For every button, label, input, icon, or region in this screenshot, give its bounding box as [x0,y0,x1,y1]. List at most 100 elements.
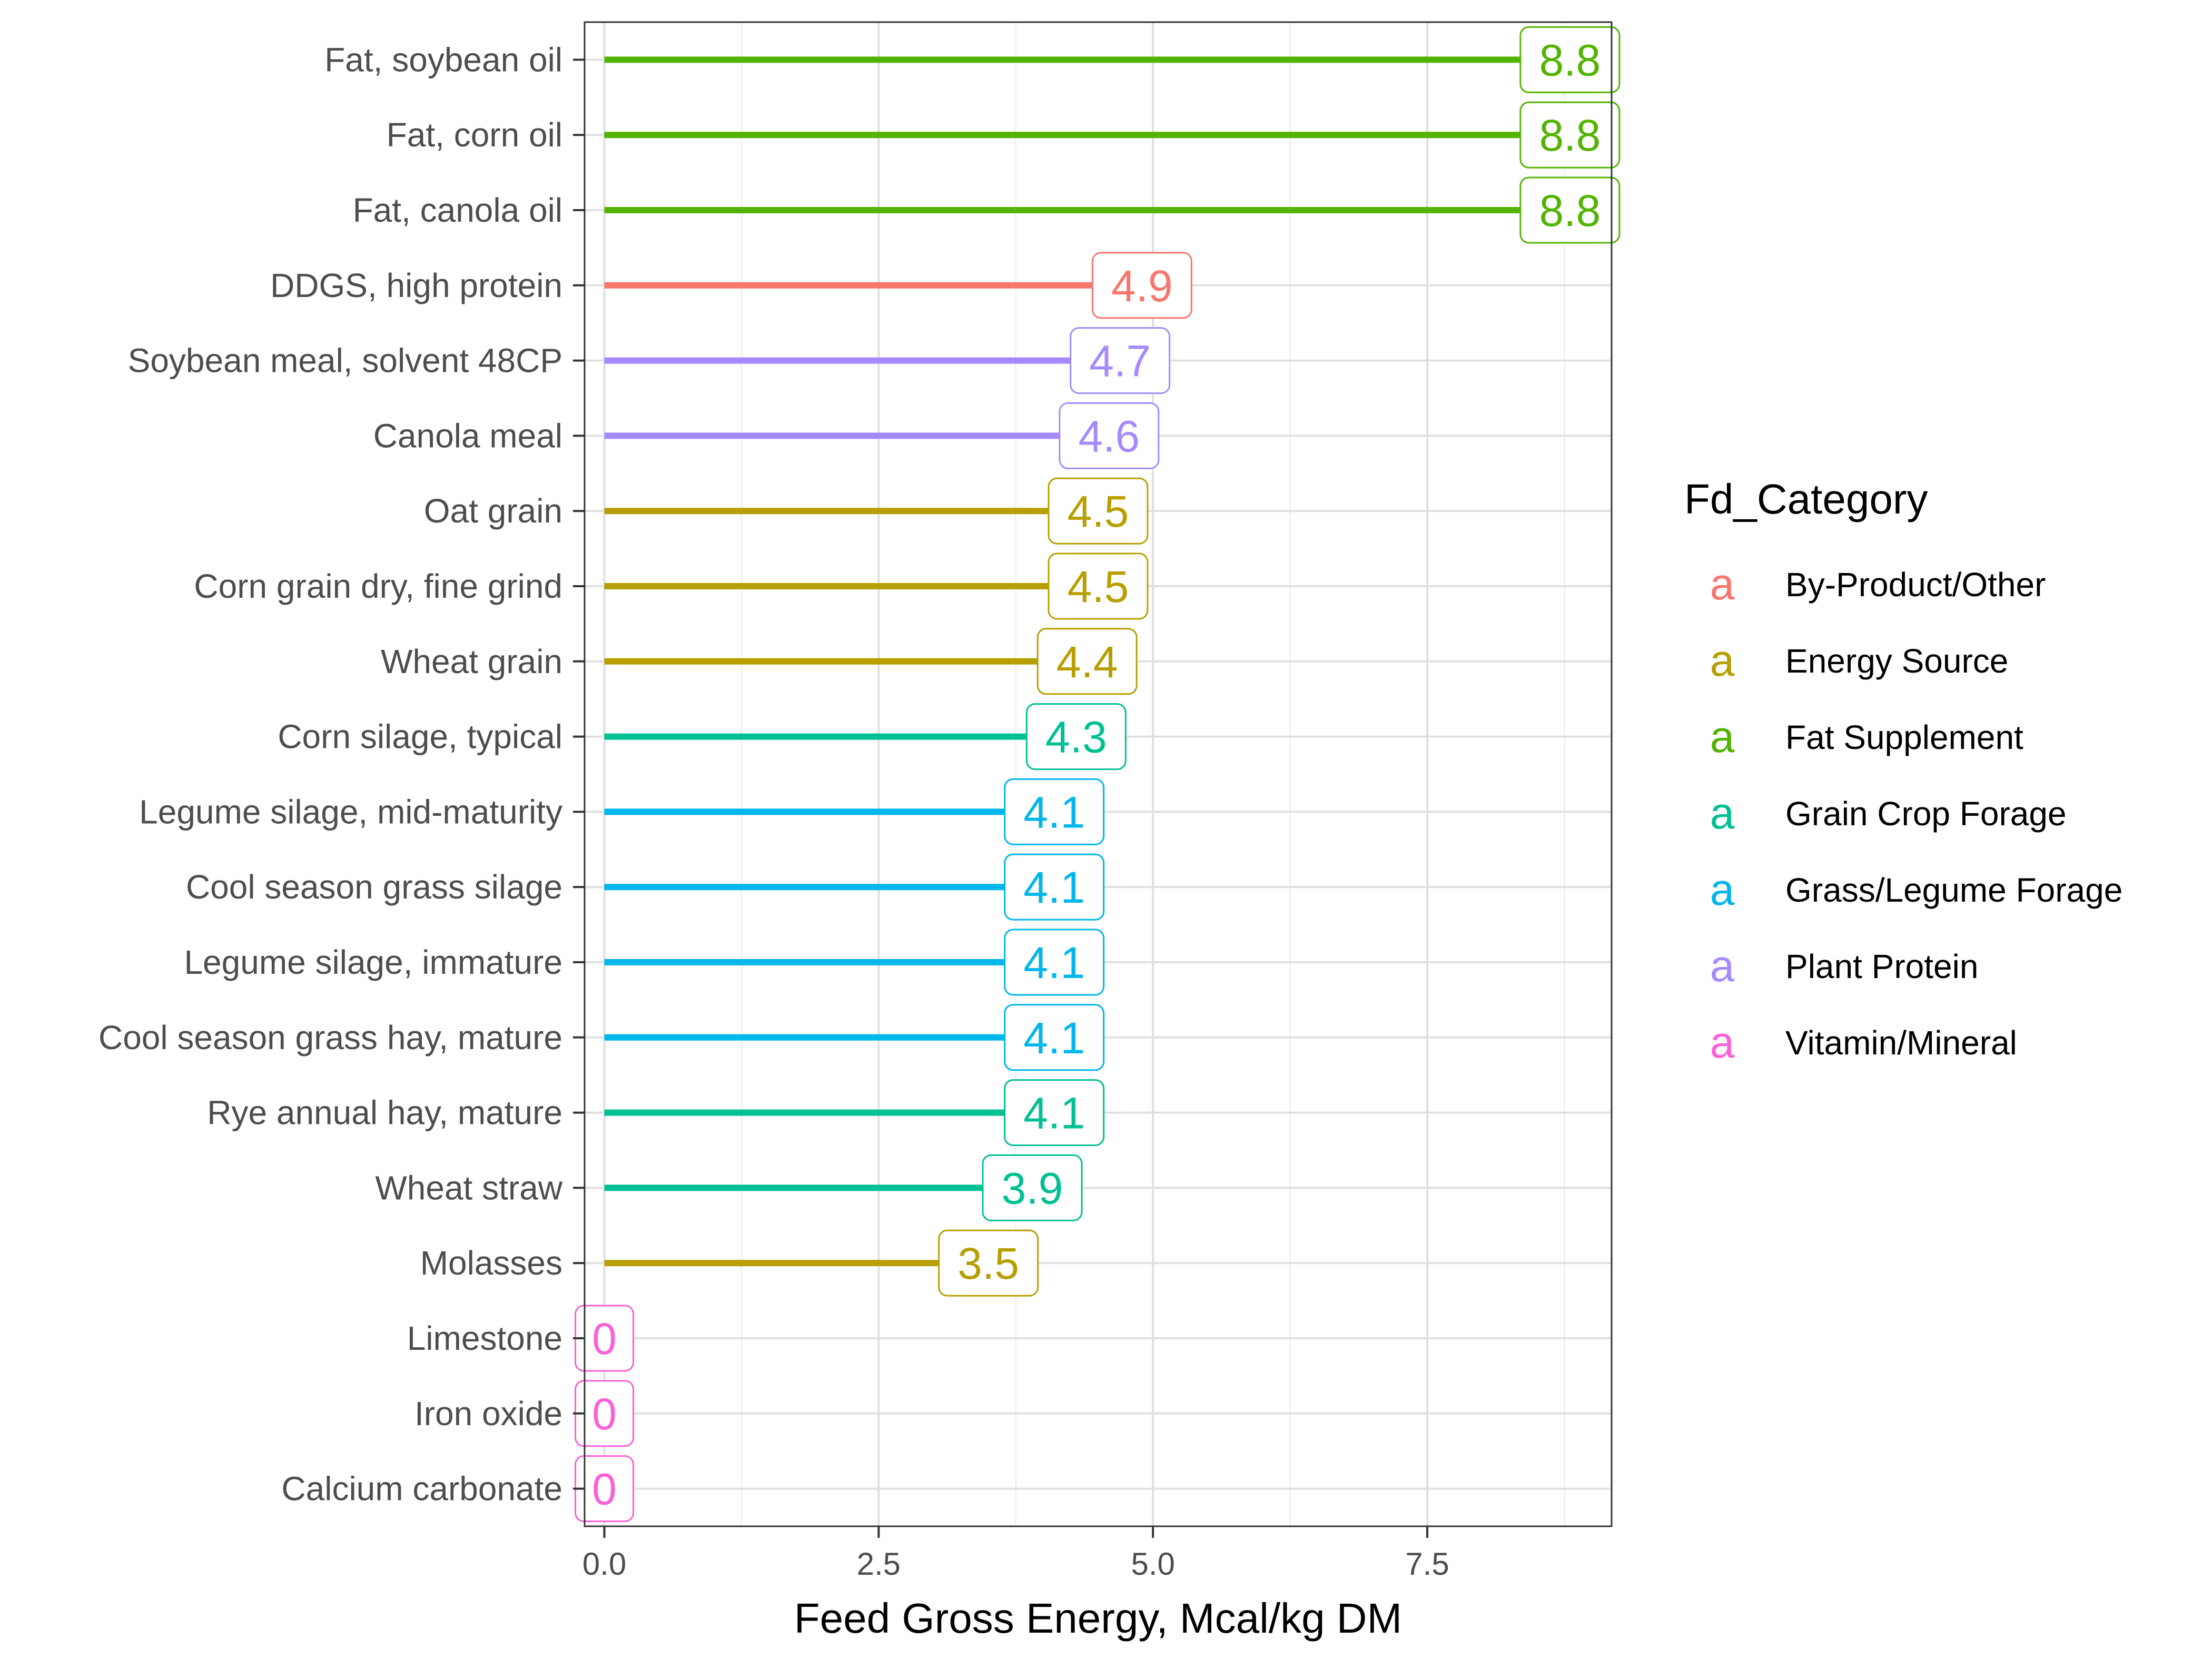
value-label-text: 4.5 [1068,562,1129,611]
value-label: 4.5 [1048,552,1149,620]
value-label-text: 4.7 [1089,337,1151,386]
legend-key-glyph: a [1710,941,1735,991]
value-label: 4.7 [1070,327,1171,394]
value-label-box [1004,778,1105,845]
value-label: 8.8 [1519,101,1621,169]
value-label-box [1519,26,1621,93]
value-label-text: 4.5 [1068,487,1129,536]
legend-key-glyph: a [1710,865,1735,914]
value-label-text: 8.8 [1539,35,1601,85]
grid-lines [585,22,1612,1526]
legend-key-glyph: a [1710,559,1735,609]
value-label-text: 3.5 [957,1239,1019,1288]
value-label: 4.1 [1004,929,1105,996]
value-label-text: 0 [592,1314,617,1364]
value-label: 8.8 [1519,176,1621,244]
value-label-text: 0 [592,1389,617,1439]
y-tick-label: Cool season grass silage [186,868,562,906]
y-tick-label: Rye annual hay, mature [207,1094,562,1132]
value-label: 0 [575,1305,634,1372]
value-label-box [1004,853,1105,921]
value-label-box [1025,703,1127,771]
y-axis: Fat, soybean oil Fat, corn oil Fat, canola… [98,41,585,1508]
value-label-text: 4.1 [1023,1013,1085,1063]
value-label-box [1004,1079,1105,1147]
legend-entry-label: Plant Protein [1785,947,1978,985]
value-label-box [1004,929,1105,996]
value-label: 8.8 [1519,26,1621,93]
y-tick-label: Fat, soybean oil [324,41,562,78]
y-tick-label: Fat, corn oil [387,116,562,154]
x-tick-label: 2.5 [857,1546,901,1582]
value-label: 4.6 [1059,402,1160,469]
x-axis-label: Feed Gross Energy, Mcal/kg DM [794,1595,1402,1642]
value-label-box [1519,101,1621,169]
value-label: 0 [575,1455,634,1523]
lollipop-stems [604,56,1570,1267]
value-label-text: 3.9 [1002,1163,1063,1213]
y-tick-label: DDGS, high protein [270,266,562,304]
legend-entry-label: Grass/Legume Forage [1785,871,2122,909]
value-label-box [1070,327,1171,394]
value-label-text: 4.1 [1023,863,1085,912]
y-tick-label: Wheat grain [381,643,562,680]
y-tick-label: Calcium carbonate [281,1470,562,1508]
value-label-box [938,1229,1039,1297]
value-label: 3.9 [982,1154,1083,1221]
y-tick-label: Fat, canola oil [353,191,562,229]
legend-key-glyph: a [1710,1018,1735,1067]
x-tick-label: 0.0 [582,1546,626,1582]
legend-entry-label: Grain Crop Forage [1785,795,2067,833]
x-tick-label: 7.5 [1405,1546,1449,1582]
value-label-text: 4.1 [1023,1089,1085,1138]
value-label: 4.1 [1004,853,1105,921]
value-label: 4.5 [1048,477,1149,545]
legend: Fd_Category a By-Product/Other a Energy Sou… [1684,476,2122,1067]
value-label-text: 4.1 [1023,938,1085,987]
y-tick-label: Corn silage, typical [278,718,562,756]
y-tick-label: Iron oxide [414,1395,562,1433]
x-axis: 0.0 2.5 5.0 7.5 [582,1526,1449,1582]
value-label-box [1091,252,1192,319]
legend-key-glyph: a [1710,712,1735,762]
value-label-text: 4.3 [1045,713,1107,762]
legend-entry-label: Energy Source [1785,642,2008,680]
y-tick-label: Wheat straw [375,1169,562,1207]
value-label: 4.3 [1025,703,1127,771]
plot-panel-border [584,21,1613,1527]
legend-entry-label: Fat Supplement [1785,718,2023,756]
legend-title: Fd_Category [1684,476,1928,522]
value-label-box [1519,176,1621,244]
value-label-text: 4.4 [1056,637,1118,687]
value-label-text: 4.9 [1111,261,1173,311]
value-label-text: 8.8 [1539,111,1601,160]
value-label-box [1048,477,1149,545]
value-label: 4.9 [1091,252,1192,319]
legend-entry-label: By-Product/Other [1785,566,2046,604]
value-label-box [982,1154,1083,1221]
value-label: 4.1 [1004,778,1105,845]
value-label: 0 [575,1380,634,1447]
value-label-box [1036,628,1138,695]
value-label: 4.4 [1036,628,1138,695]
legend-entry-label: Vitamin/Mineral [1785,1024,2017,1062]
y-tick-label: Corn grain dry, fine grind [194,567,562,605]
y-tick-label: Soybean meal, solvent 48CP [128,342,562,380]
value-label-text: 4.6 [1078,411,1140,461]
value-label: 4.1 [1004,1079,1105,1147]
legend-key-glyph: a [1710,788,1735,838]
y-tick-label: Legume silage, immature [184,943,562,981]
y-tick-label: Limestone [407,1319,562,1357]
value-label: 4.1 [1004,1004,1105,1071]
value-labels: 8.8 8.8 8.8 4.9 4.7 4.6 4.5 4.5 4.4 4.3 4.1 4.1 4.1 4… [575,26,1621,1523]
value-label-box [1048,552,1149,620]
value-label-text: 4.1 [1023,787,1085,837]
y-tick-label: Molasses [420,1244,562,1282]
value-label-text: 8.8 [1539,186,1601,235]
legend-key-glyph: a [1710,636,1735,685]
value-label-text: 0 [592,1465,617,1514]
value-label-box [1059,402,1160,469]
y-tick-label: Oat grain [424,492,562,530]
value-label: 3.5 [938,1229,1039,1297]
